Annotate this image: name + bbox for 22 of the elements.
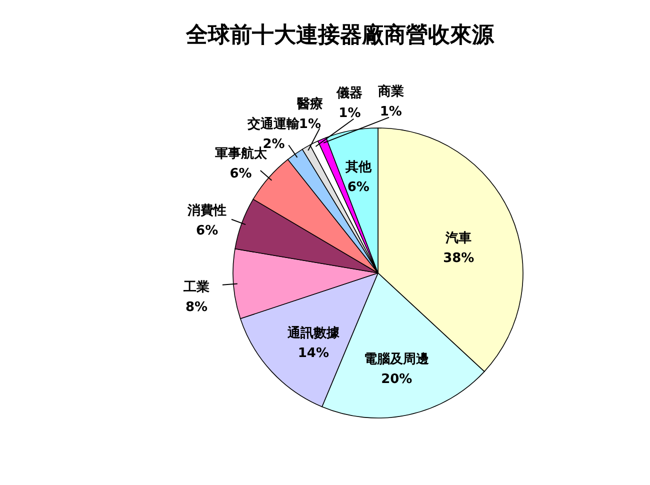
slice-label: 其他 (344, 160, 372, 175)
data-label: 20% (381, 372, 412, 387)
slice-label: 汽車 (444, 230, 472, 246)
data-label: 1% (338, 106, 361, 122)
chart-title: 全球前十大連接器廠商營收來源 (185, 22, 495, 48)
slice-label: 交通運輸 (246, 116, 301, 132)
data-label: 6% (230, 166, 252, 182)
data-label: 1% (298, 117, 322, 132)
data-label: 38% (443, 250, 474, 266)
slice-label: 電腦及周邊 (364, 352, 430, 367)
data-label: 2% (262, 136, 285, 152)
slice-label: 工業 (182, 280, 210, 295)
data-label: 8% (185, 300, 208, 315)
slice-label: 儀器 (336, 86, 363, 102)
data-label: 6% (347, 180, 370, 195)
slice-label: 商業 (376, 83, 404, 100)
slice-label: 消費性 (186, 203, 227, 218)
slice-label: 通訊數據 (286, 324, 340, 341)
data-label: 1% (380, 104, 402, 120)
slice-label: 醫療 (296, 96, 323, 112)
data-label: 14% (298, 346, 330, 361)
data-label: 6% (196, 223, 218, 238)
